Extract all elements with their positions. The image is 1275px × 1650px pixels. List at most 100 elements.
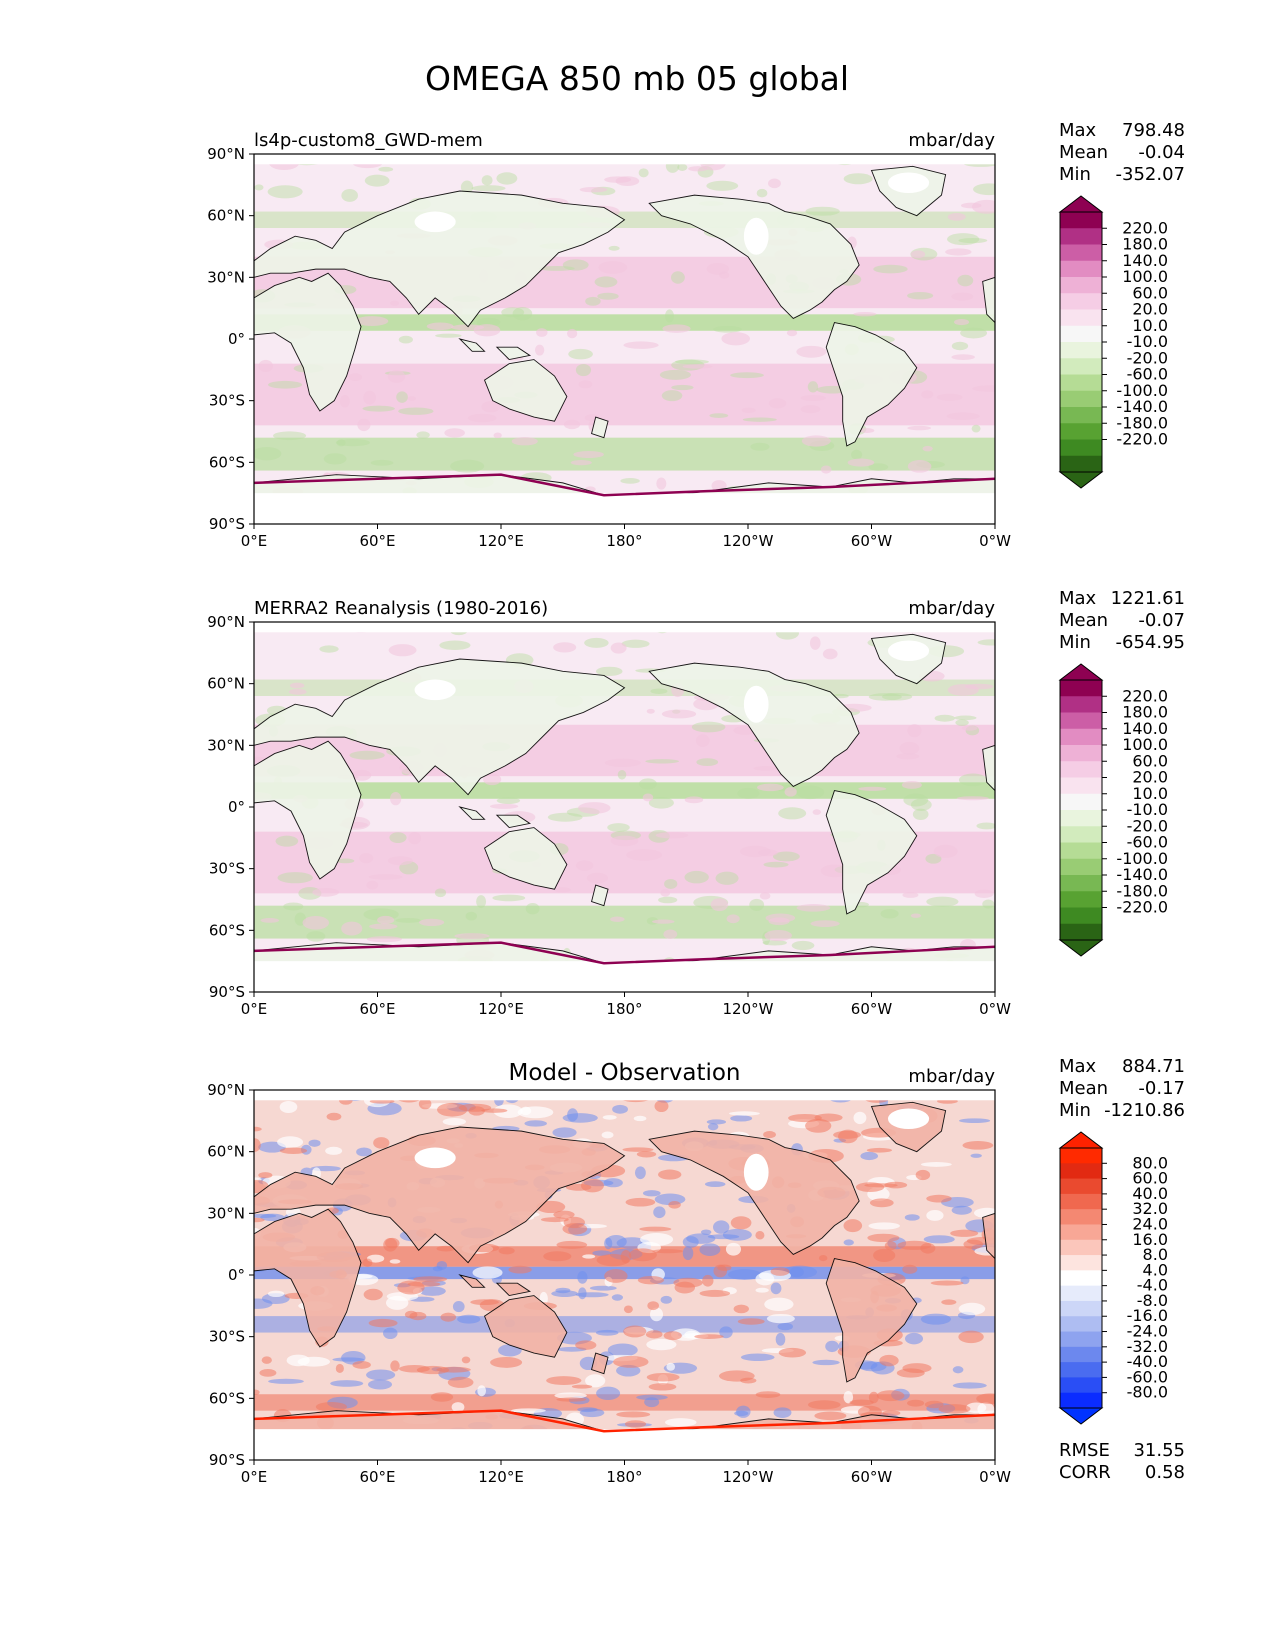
coastlines	[254, 154, 995, 524]
map-field	[254, 622, 995, 992]
x-tick-label: 120°W	[723, 532, 774, 550]
colorbar-extend-high	[1058, 1131, 1104, 1149]
x-tick-label: 0°E	[241, 1000, 268, 1018]
x-tick-label: 120°E	[478, 1000, 524, 1018]
stat-value: -352.07	[1116, 164, 1185, 185]
colorbar-segment	[1060, 680, 1102, 697]
colorbar-segment	[1060, 842, 1102, 860]
colorbar-segment	[1060, 407, 1102, 424]
colorbar-extend-high	[1058, 195, 1104, 213]
x-tick-label: 0°W	[979, 1000, 1011, 1018]
colorbar-label: -140.0	[1116, 397, 1168, 416]
colorbar-segment	[1060, 390, 1102, 408]
panel-units: mbar/day	[908, 598, 995, 619]
x-tick-label: 180°	[606, 1000, 642, 1018]
stat-label: CORR	[1059, 1462, 1111, 1483]
colorbar-label: 10.0	[1132, 784, 1168, 803]
colorbar-segment	[1060, 1193, 1102, 1210]
colorbar-label: -20.0	[1127, 816, 1168, 835]
colorbar-label: -80.0	[1127, 1383, 1168, 1402]
colorbar-segment	[1060, 244, 1102, 262]
colorbar: 220.0180.0140.0100.060.020.010.0-10.0-20…	[1058, 195, 1168, 489]
colorbar-segment	[1060, 826, 1102, 843]
colorbar-segment	[1060, 212, 1102, 229]
colorbar-label: 140.0	[1122, 251, 1168, 270]
colorbar-label: -10.0	[1127, 800, 1168, 819]
stats-block: Max 798.48 Mean -0.04 Min -352.07	[1059, 120, 1185, 185]
colorbar-segment	[1060, 761, 1102, 778]
colorbar-label: 4.0	[1143, 1260, 1168, 1279]
colorbar-segment	[1060, 1224, 1102, 1241]
colorbar-segment	[1060, 1285, 1102, 1302]
stat-value: -0.17	[1138, 1078, 1185, 1099]
y-tick-label: 60°S	[209, 453, 245, 471]
colorbar-segment	[1060, 277, 1102, 294]
colorbar-segment	[1060, 1270, 1102, 1287]
colorbar-label: -16.0	[1127, 1306, 1168, 1325]
colorbar-label: -220.0	[1116, 430, 1168, 449]
colorbar-label: 100.0	[1122, 735, 1168, 754]
x-tick-label: 60°E	[359, 1468, 395, 1486]
colorbar-label: 180.0	[1122, 703, 1168, 722]
panel-model: ls4p-custom8_GWD-mem mbar/day 0°E 60°E 120°E…	[207, 120, 1185, 550]
colorbar-label: 140.0	[1122, 719, 1168, 738]
colorbar-segment	[1060, 858, 1102, 876]
colorbar-label: -220.0	[1116, 898, 1168, 917]
panel-left-title: ls4p-custom8_GWD-mem	[254, 130, 483, 151]
colorbar-label: 20.0	[1132, 768, 1168, 787]
x-tick-label: 120°W	[723, 1468, 774, 1486]
colorbar-segment	[1060, 309, 1102, 327]
colorbar-label: -20.0	[1127, 348, 1168, 367]
panel-observation: MERRA2 Reanalysis (1980-2016) mbar/day 0°E…	[207, 588, 1185, 1018]
colorbar-segment	[1060, 1148, 1102, 1164]
colorbar-label: 24.0	[1132, 1214, 1168, 1233]
colorbar-segment	[1060, 455, 1102, 473]
stat-label: Mean	[1059, 610, 1108, 631]
figure-title: OMEGA 850 mb 05 global	[425, 59, 849, 98]
stat-label: Max	[1059, 120, 1097, 141]
x-tick-label: 180°	[606, 532, 642, 550]
stat-label: Max	[1059, 1056, 1097, 1077]
colorbar-label: -4.0	[1137, 1276, 1168, 1295]
colorbar-label: -32.0	[1127, 1337, 1168, 1356]
panel-difference: Model - Observation mbar/day 0°E 60°E 120°E 1…	[207, 1056, 1185, 1486]
x-tick-label: 180°	[606, 1468, 642, 1486]
colorbar-label: 16.0	[1132, 1230, 1168, 1249]
stat-value: 31.55	[1133, 1440, 1185, 1461]
stat-label: Min	[1059, 1100, 1091, 1121]
colorbar-segment	[1060, 728, 1102, 746]
colorbar-label: 220.0	[1122, 218, 1168, 237]
x-tick-label: 120°E	[478, 1468, 524, 1486]
colorbar-label: -24.0	[1127, 1322, 1168, 1341]
y-tick-label: 90°N	[207, 613, 245, 631]
y-tick-label: 30°S	[209, 860, 245, 878]
x-tick-label: 0°W	[979, 1468, 1011, 1486]
colorbar-segment	[1060, 1239, 1102, 1256]
colorbar-segment	[1060, 1346, 1102, 1363]
coastlines	[254, 1090, 995, 1460]
coastlines	[254, 622, 995, 992]
y-tick-label: 30°S	[209, 392, 245, 410]
y-tick-label: 0°	[228, 1266, 245, 1284]
y-tick-label: 60°S	[209, 921, 245, 939]
colorbar-label: -180.0	[1116, 413, 1168, 432]
stat-label: Mean	[1059, 142, 1108, 163]
colorbar-segment	[1060, 907, 1102, 925]
colorbar-label: 32.0	[1132, 1199, 1168, 1218]
x-tick-label: 60°W	[851, 1468, 893, 1486]
stat-value: 0.58	[1145, 1462, 1185, 1483]
stat-value: -0.07	[1138, 610, 1185, 631]
y-tick-label: 60°N	[207, 1143, 245, 1161]
colorbar-label: 80.0	[1132, 1153, 1168, 1172]
colorbar-segment	[1060, 810, 1102, 827]
colorbar-extend-low	[1058, 471, 1104, 489]
y-tick-label: 90°N	[207, 145, 245, 163]
stat-label: RMSE	[1059, 1440, 1110, 1461]
x-tick-label: 0°W	[979, 532, 1011, 550]
colorbar-segment	[1060, 1377, 1102, 1394]
y-tick-label: 30°N	[207, 268, 245, 286]
colorbar-segment	[1060, 745, 1102, 762]
colorbar-segment	[1060, 228, 1102, 245]
map-field	[254, 154, 995, 524]
x-tick-label: 0°E	[241, 532, 268, 550]
